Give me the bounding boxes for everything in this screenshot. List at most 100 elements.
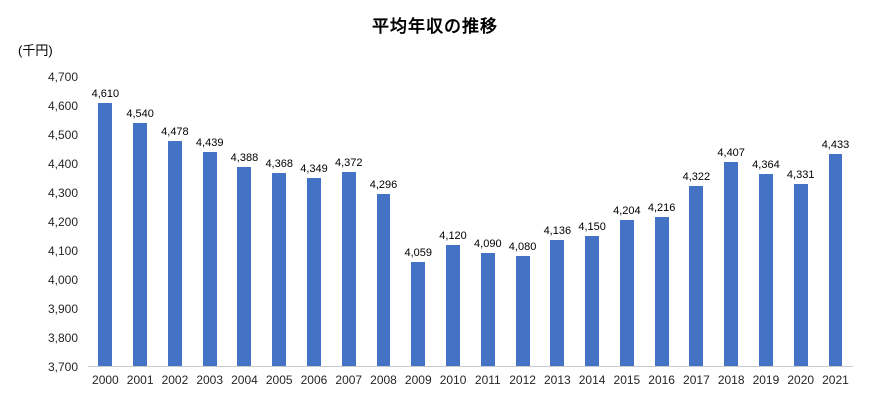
bar-slot-2012: 4,080 (505, 77, 540, 366)
y-tick-label-3800: 3,800 (47, 331, 78, 345)
y-tick-label-4500: 4,500 (47, 128, 78, 142)
bar-2000 (98, 103, 113, 366)
bar-slot-2021: 4,433 (818, 77, 853, 366)
bar-value-label-2019: 4,364 (752, 159, 780, 172)
bar-slot-2019: 4,364 (749, 77, 784, 366)
bar-value-label-2020: 4,331 (786, 168, 815, 181)
bar-slot-2010: 4,120 (436, 77, 471, 366)
bar-slot-2001: 4,540 (123, 77, 158, 366)
bar-value-label-2012: 4,080 (508, 241, 537, 254)
bar-2019 (758, 174, 773, 366)
bar-slot-2016: 4,216 (644, 77, 679, 366)
bar-2006 (307, 178, 321, 366)
bar-slot-2015: 4,204 (609, 77, 644, 366)
bar-value-label-2005: 4,368 (265, 157, 293, 170)
x-axis: 2000 2001 2002 2003 2004 2005 2006 2007 2008 2009… (88, 373, 853, 387)
bar-2011 (480, 253, 495, 366)
bar-value-label-2011: 4,090 (474, 238, 502, 251)
bar-2016 (654, 216, 669, 366)
bar-2005 (272, 172, 287, 366)
bar-value-label-2016: 4,216 (647, 201, 676, 214)
x-tick-label-2006: 2006 (300, 373, 328, 387)
bar-value-label-2008: 4,296 (369, 178, 398, 191)
bar-slot-2003: 4,439 (192, 77, 227, 366)
bar-2003 (202, 152, 217, 366)
y-tick-label-4700: 4,700 (47, 70, 78, 84)
y-tick-label-3700: 3,700 (47, 360, 78, 374)
x-tick-label-2000: 2000 (92, 373, 119, 387)
bar-2002 (167, 141, 182, 366)
bar-slot-2002: 4,478 (158, 77, 193, 366)
x-tick-label-2021: 2021 (822, 373, 849, 387)
bar-slot-2020: 4,331 (783, 77, 818, 366)
x-tick-label-2019: 2019 (752, 373, 780, 387)
bar-value-label-2003: 4,439 (195, 137, 224, 150)
plot-area: 4,610 4,540 4,478 4,439 4,388 4,368 4,349 4,372… (88, 77, 853, 367)
bar-2009 (411, 262, 426, 366)
x-tick-label-2003: 2003 (196, 373, 224, 387)
bar-value-label-2001: 4,540 (126, 108, 154, 121)
bar-slot-2008: 4,296 (366, 77, 401, 366)
bar-2015 (619, 220, 634, 366)
y-tick-label-4300: 4,300 (47, 186, 78, 200)
bar-value-label-2000: 4,610 (91, 88, 120, 101)
y-tick-label-4000: 4,000 (47, 273, 78, 287)
x-tick-label-2020: 2020 (787, 373, 815, 387)
bar-value-label-2004: 4,388 (230, 152, 259, 165)
y-tick-label-4400: 4,400 (47, 157, 78, 171)
bar-slot-2000: 4,610 (88, 77, 123, 366)
x-tick-label-2001: 2001 (126, 373, 154, 387)
bar-slot-2017: 4,322 (679, 77, 714, 366)
bar-value-label-2006: 4,349 (300, 163, 328, 176)
x-tick-label-2007: 2007 (335, 373, 363, 387)
bar-2014 (585, 235, 600, 366)
x-tick-label-2018: 2018 (717, 373, 745, 387)
bar-slot-2013: 4,136 (540, 77, 575, 366)
bar-2017 (689, 186, 704, 366)
bar-slot-2014: 4,150 (575, 77, 610, 366)
x-tick-label-2005: 2005 (265, 373, 293, 387)
bar-value-label-2021: 4,433 (821, 139, 850, 152)
y-tick-label-4200: 4,200 (47, 215, 78, 229)
bar-2013 (550, 240, 565, 366)
x-tick-label-2009: 2009 (404, 373, 432, 387)
bar-value-label-2017: 4,322 (682, 171, 711, 184)
y-axis-unit-label: (千円) (18, 43, 53, 58)
bar-value-label-2018: 4,407 (717, 146, 745, 159)
bar-value-label-2002: 4,478 (161, 126, 189, 139)
bar-2018 (724, 161, 739, 366)
y-tick-label-4600: 4,600 (47, 99, 78, 113)
bar-value-label-2013: 4,136 (543, 225, 572, 237)
y-tick-label-3900: 3,900 (47, 302, 78, 316)
bar-2020 (793, 183, 808, 366)
x-tick-label-2012: 2012 (509, 373, 536, 387)
x-tick-label-2011: 2011 (474, 373, 501, 387)
x-tick-label-2013: 2013 (543, 373, 571, 387)
bar-slot-2005: 4,368 (262, 77, 297, 366)
x-tick-label-2017: 2017 (683, 373, 710, 387)
bar-slot-2004: 4,388 (227, 77, 262, 366)
bar-slot-2007: 4,372 (331, 77, 366, 366)
x-tick-label-2010: 2010 (439, 373, 467, 387)
x-tick-label-2016: 2016 (648, 373, 675, 387)
bar-2004 (237, 167, 252, 366)
bar-value-label-2007: 4,372 (334, 156, 363, 169)
x-tick-label-2014: 2014 (578, 373, 606, 387)
bar-slot-2018: 4,407 (714, 77, 749, 366)
bar-value-label-2010: 4,120 (439, 229, 467, 242)
bar-2001 (133, 123, 148, 366)
y-axis: 3,700 3,800 3,900 4,000 4,100 4,200 4,300 4,400… (0, 70, 78, 374)
bar-value-label-2014: 4,150 (578, 220, 606, 233)
bar-slot-2011: 4,090 (470, 77, 505, 366)
x-tick-label-2004: 2004 (231, 373, 258, 387)
bar-2012 (515, 256, 530, 366)
bar-value-label-2015: 4,204 (613, 205, 641, 218)
bar-2007 (341, 171, 356, 366)
bar-slot-2006: 4,349 (297, 77, 332, 366)
x-tick-label-2015: 2015 (613, 373, 641, 387)
chart-title: 平均年収の推移 (372, 17, 498, 36)
bar-2021 (828, 154, 843, 366)
bar-2008 (376, 193, 391, 366)
bar-2010 (446, 244, 460, 366)
